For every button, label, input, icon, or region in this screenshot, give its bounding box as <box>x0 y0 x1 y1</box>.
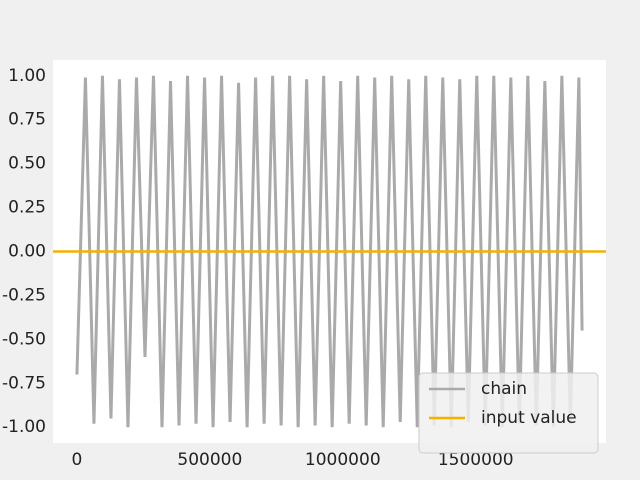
y-tick-label: 0.50 <box>8 154 46 174</box>
x-tick-label: 0 <box>72 450 83 470</box>
y-tick-label: -0.50 <box>2 329 46 349</box>
legend-label: chain <box>481 379 527 399</box>
legend-box <box>418 372 599 454</box>
y-tick-label: -0.25 <box>2 285 46 305</box>
y-tick-label: -0.75 <box>2 373 46 393</box>
y-tick-label: 0.00 <box>8 242 46 262</box>
legend-label: input value <box>481 408 577 428</box>
x-tick-label: 1000000 <box>305 450 381 470</box>
x-tick-label: 1500000 <box>438 450 514 470</box>
y-tick-label: 1.00 <box>8 66 46 86</box>
y-tick-label: 0.75 <box>8 110 46 130</box>
x-tick-label: 500000 <box>177 450 242 470</box>
y-tick-label: -1.00 <box>2 417 46 437</box>
y-tick-label: 0.25 <box>8 198 46 218</box>
